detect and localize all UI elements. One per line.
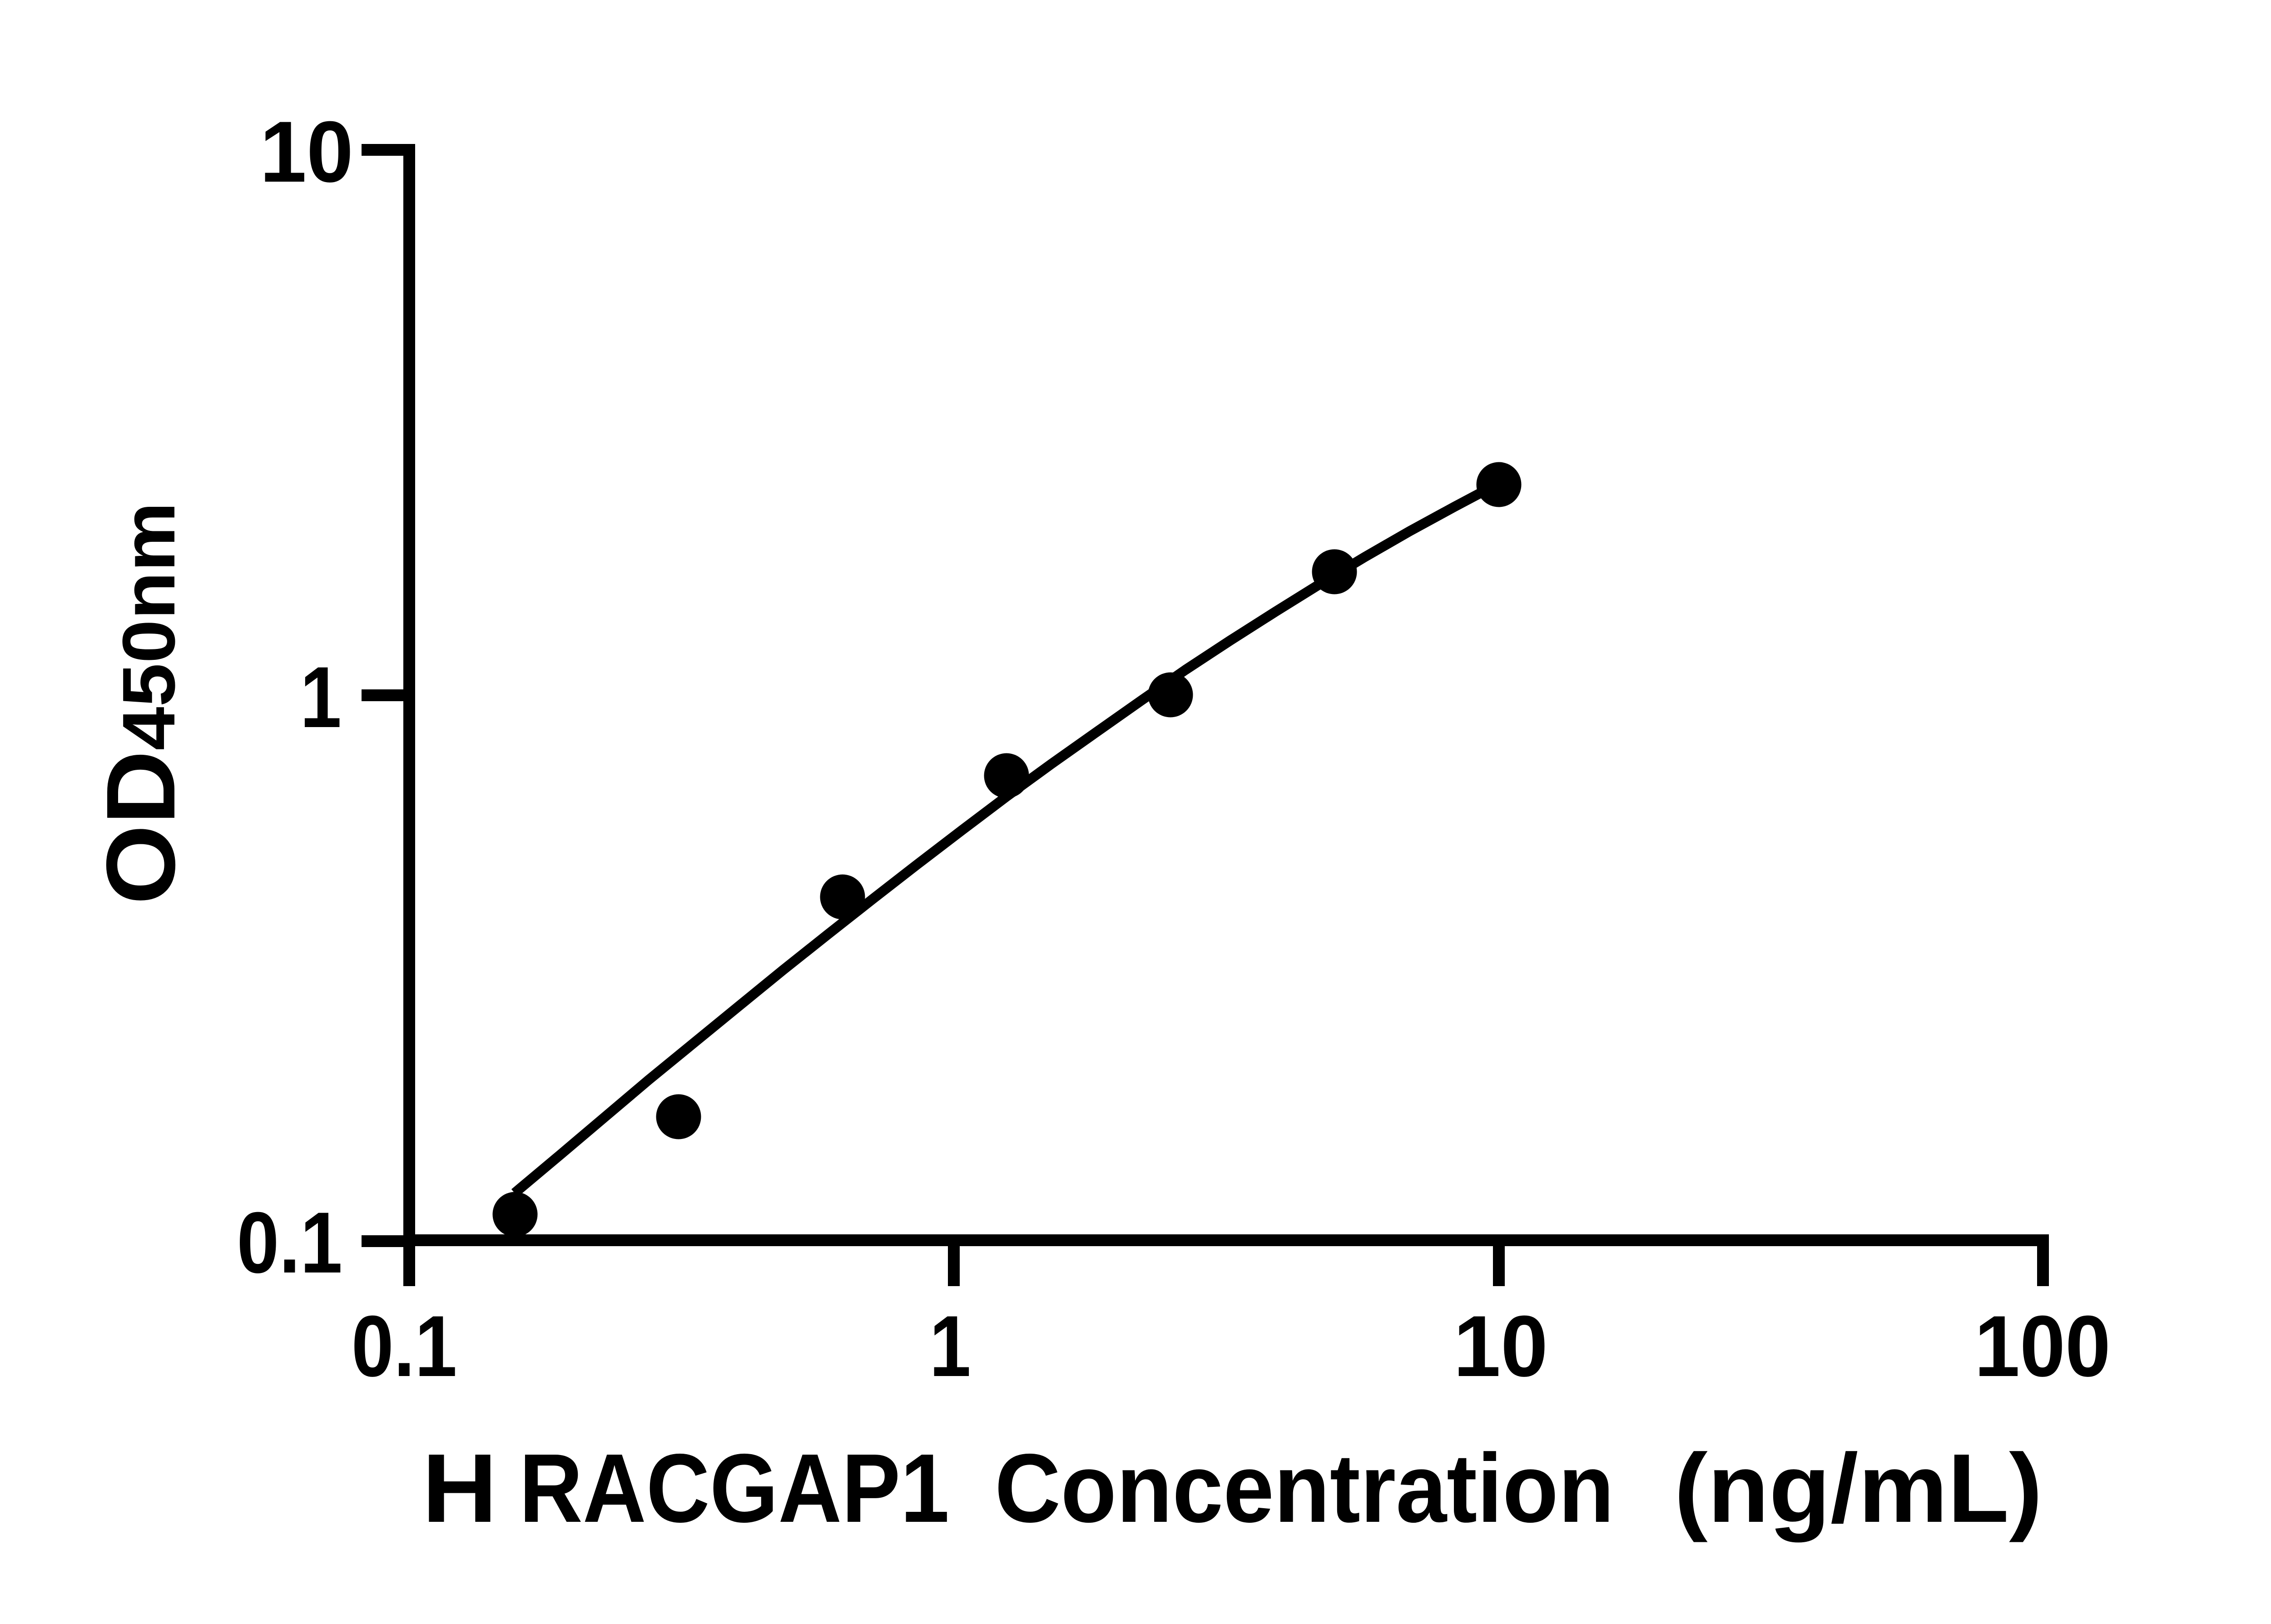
svg-text:0.1: 0.1 xyxy=(352,1298,457,1395)
svg-text:(ng/mL): (ng/mL) xyxy=(1674,1434,2043,1543)
svg-text:10: 10 xyxy=(260,103,353,200)
svg-text:H: H xyxy=(422,1434,497,1543)
svg-text:0.1: 0.1 xyxy=(237,1194,342,1292)
svg-text:1: 1 xyxy=(929,1297,971,1394)
svg-text:1: 1 xyxy=(300,649,342,745)
svg-text:OD450nm: OD450nm xyxy=(86,502,195,905)
svg-text:Concentration: Concentration xyxy=(995,1434,1614,1543)
svg-text:10: 10 xyxy=(1453,1298,1548,1395)
svg-text:100: 100 xyxy=(1974,1298,2111,1395)
svg-text:RACGAP1: RACGAP1 xyxy=(519,1434,949,1543)
